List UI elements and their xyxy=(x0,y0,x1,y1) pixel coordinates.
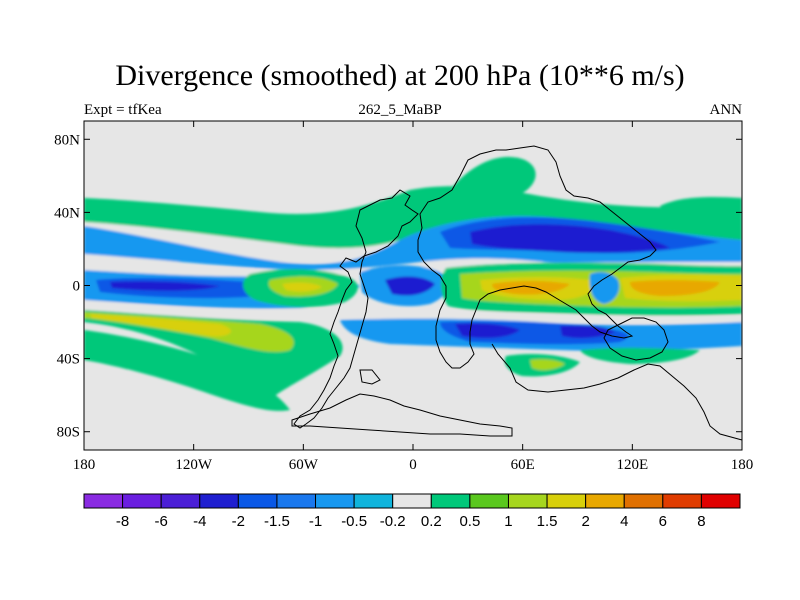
lat-tick-label: 80N xyxy=(54,132,80,148)
australia-outline xyxy=(603,317,669,361)
colorbar-swatch xyxy=(585,493,625,509)
colorbar-swatch xyxy=(237,493,278,509)
colorbar-label: 8 xyxy=(697,513,705,530)
colorbar-swatch xyxy=(700,493,741,509)
lon-tick-label: 180 xyxy=(73,457,96,473)
contour-s-indian-core-2 xyxy=(560,325,615,339)
colorbar: -8 -6 -4 -2 -1.5 -1 -0.5 -0.2 0.2 0.5 1 1.5 2 4 6 8 xyxy=(83,493,741,530)
contour-atlantic-negative-2 xyxy=(385,276,435,296)
contour-equator-pacific-core xyxy=(110,281,220,291)
colorbar-label: -0.5 xyxy=(341,513,367,530)
lat-tick-label: 40S xyxy=(57,352,80,368)
season-label: ANN xyxy=(709,102,743,118)
contour-s-america-positive-3 xyxy=(282,282,322,292)
colorbar-label: -4 xyxy=(193,513,206,530)
colorbar-label: -0.2 xyxy=(380,513,406,530)
colorbar-label: -6 xyxy=(155,513,168,530)
latitude-axis: 80N 40N 0 40S 80S xyxy=(54,132,742,441)
contour-s-mid-positive xyxy=(580,347,700,364)
colorbar-label: -8 xyxy=(116,513,129,530)
contour-s-pacific-positive-3 xyxy=(90,314,231,337)
case-label: 262_5_MaBP xyxy=(358,102,442,118)
contour-s-atlantic-positive xyxy=(84,330,290,411)
colorbar-swatch xyxy=(353,493,394,509)
lon-tick-label: 180 xyxy=(731,457,754,473)
experiment-label: Expt = tfKea xyxy=(84,102,162,118)
contour-maritime-negative xyxy=(589,272,620,304)
contour-asia-strong-negative xyxy=(470,224,670,253)
lat-tick-label: 80S xyxy=(57,425,80,441)
colorbar-swatch xyxy=(662,493,702,509)
colorbar-label: 1 xyxy=(504,513,512,530)
north-america-outline xyxy=(293,189,419,429)
lat-tick-label: 0 xyxy=(73,279,81,295)
colorbar-swatch xyxy=(83,493,124,509)
contour-n-pacific xyxy=(660,196,742,218)
colorbar-swatch xyxy=(122,493,162,509)
coastline-outlines xyxy=(291,145,743,441)
contour-s-indian-positive-2 xyxy=(530,359,565,371)
contour-south-equator-neutral xyxy=(84,300,742,323)
colorbar-swatch xyxy=(199,493,239,509)
antarctica-outline xyxy=(291,369,513,437)
contour-indian-core xyxy=(492,281,570,295)
plot-title: Divergence (smoothed) at 200 hPa (10**6 … xyxy=(115,59,685,92)
lon-tick-label: 120W xyxy=(175,457,213,473)
lon-tick-label: 0 xyxy=(409,457,417,473)
colorbar-label: -1.5 xyxy=(264,513,290,530)
colorbar-swatch xyxy=(430,493,471,509)
colorbar-label: 6 xyxy=(659,513,667,530)
contour-west-pacific-core xyxy=(630,280,720,296)
colorbar-swatch xyxy=(546,493,587,509)
colorbar-swatch xyxy=(507,493,548,509)
colorbar-swatch xyxy=(315,493,355,509)
colorbar-label: 2 xyxy=(581,513,589,530)
colorbar-label: -2 xyxy=(232,513,245,530)
eurasia-outline xyxy=(417,145,657,369)
colorbar-swatch xyxy=(276,493,317,509)
colorbar-label: 1.5 xyxy=(537,513,558,530)
colorbar-swatch xyxy=(623,493,664,509)
colorbar-label: 0.2 xyxy=(421,513,442,530)
longitude-axis: 180 120W 60W 0 60E 120E 180 xyxy=(73,121,754,473)
colorbar-swatch xyxy=(392,493,432,509)
colorbar-label: 0.5 xyxy=(459,513,480,530)
south-america-outline xyxy=(491,343,743,441)
colorbar-label: -1 xyxy=(309,513,322,530)
lon-tick-label: 60W xyxy=(289,457,319,473)
lon-tick-label: 120E xyxy=(616,457,648,473)
colorbar-swatch xyxy=(469,493,509,509)
contour-n-atlantic xyxy=(450,156,536,200)
colorbar-swatch xyxy=(160,493,201,509)
lat-tick-label: 40N xyxy=(54,205,80,221)
colorbar-label: 4 xyxy=(620,513,628,530)
lon-tick-label: 60E xyxy=(511,457,535,473)
divergence-field xyxy=(84,156,742,411)
